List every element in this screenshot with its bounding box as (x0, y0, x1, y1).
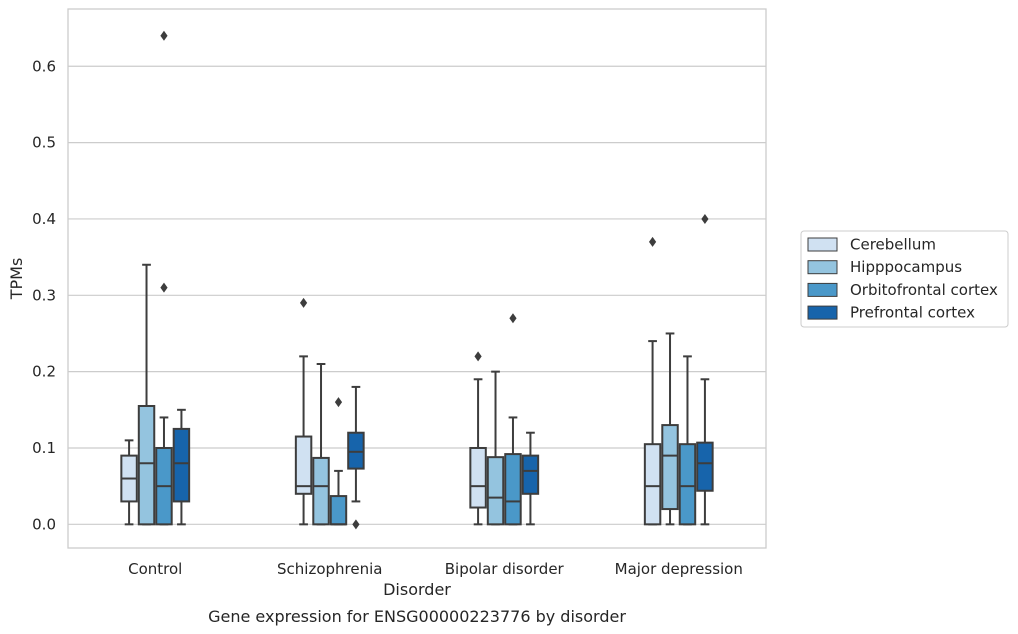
legend-item: Hipppocampus (807, 258, 962, 276)
box-prefrontal-cortex (347, 385, 365, 530)
box-iqr (137, 404, 156, 526)
box-iqr (678, 443, 697, 526)
outlier-point (299, 297, 308, 308)
box-iqr (312, 456, 330, 526)
x-axis-label: Disorder (383, 580, 451, 599)
box-hipppocampus (661, 332, 679, 526)
y-tick-labels: 0.0 0.1 0.2 0.3 0.4 0.5 0.6 (32, 57, 56, 533)
legend-label: Orbitofrontal cortex (850, 281, 998, 299)
plot-area-frame (67, 8, 767, 549)
legend-item: Cerebellum (807, 236, 936, 254)
legend-swatch (807, 305, 838, 320)
legend-label: Cerebellum (850, 236, 936, 254)
outlier-point (334, 397, 343, 408)
y-tick-label: 0.6 (32, 57, 56, 75)
x-tick-label: Control (128, 560, 182, 578)
box-iqr (329, 495, 348, 526)
legend: Cerebellum Hipppocampus Orbitofrontal cort… (800, 230, 1009, 328)
outlier-point (701, 213, 709, 224)
legend-swatch (807, 237, 838, 252)
box-orbitofrontal-cortex (678, 355, 697, 526)
box-cerebellum (120, 439, 138, 526)
box-iqr (661, 424, 679, 511)
box-orbitofrontal-cortex (155, 30, 173, 526)
y-tick-label: 0.1 (32, 439, 56, 457)
outlier-point (160, 30, 168, 41)
x-tick-label: Bipolar disorder (445, 560, 565, 578)
box-orbitofrontal-cortex (329, 397, 348, 526)
box-prefrontal-cortex (696, 213, 714, 526)
y-axis-label: TPMs (7, 258, 26, 301)
legend-label: Prefrontal cortex (850, 304, 975, 322)
box-orbitofrontal-cortex (504, 313, 522, 526)
legend-swatch (807, 260, 838, 275)
box-iqr (469, 446, 487, 509)
box-prefrontal-cortex (172, 408, 191, 526)
box-iqr (347, 431, 365, 470)
y-tick-label: 0.3 (32, 286, 56, 304)
box-cerebellum (469, 351, 487, 526)
y-tick-label: 0.0 (32, 515, 56, 533)
outlier-point (509, 313, 517, 324)
legend-item: Prefrontal cortex (807, 304, 975, 322)
outlier-point (648, 236, 657, 247)
outlier-point (474, 351, 482, 362)
box-iqr (172, 427, 191, 503)
box-hipppocampus (312, 363, 330, 526)
chart-caption: Gene expression for ENSG00000223776 by d… (208, 607, 626, 626)
legend-label: Hipppocampus (850, 258, 962, 276)
y-tick-label: 0.2 (32, 363, 56, 381)
x-tick-label: Major depression (615, 560, 743, 578)
box-cerebellum (643, 236, 662, 526)
y-tick-label: 0.5 (32, 134, 56, 152)
box-iqr (486, 456, 505, 526)
boxes (120, 30, 714, 530)
box-iqr (521, 454, 540, 495)
legend-swatch (807, 282, 838, 297)
x-tick-label: Schizophrenia (277, 560, 382, 578)
box-iqr (504, 453, 522, 526)
x-tick-labels: Control Schizophrenia Bipolar disorder Majo… (128, 560, 743, 578)
box-iqr (696, 441, 714, 492)
legend-frame (800, 230, 1009, 328)
outlier-point (160, 282, 168, 293)
box-hipppocampus (486, 370, 505, 526)
legend-item: Orbitofrontal cortex (807, 281, 998, 299)
box-hipppocampus (137, 263, 156, 526)
y-tick-label: 0.4 (32, 210, 56, 228)
box-cerebellum (294, 297, 313, 526)
box-iqr (643, 443, 662, 526)
outlier-point (352, 519, 360, 530)
box-prefrontal-cortex (521, 431, 540, 526)
box-iqr (294, 435, 313, 495)
